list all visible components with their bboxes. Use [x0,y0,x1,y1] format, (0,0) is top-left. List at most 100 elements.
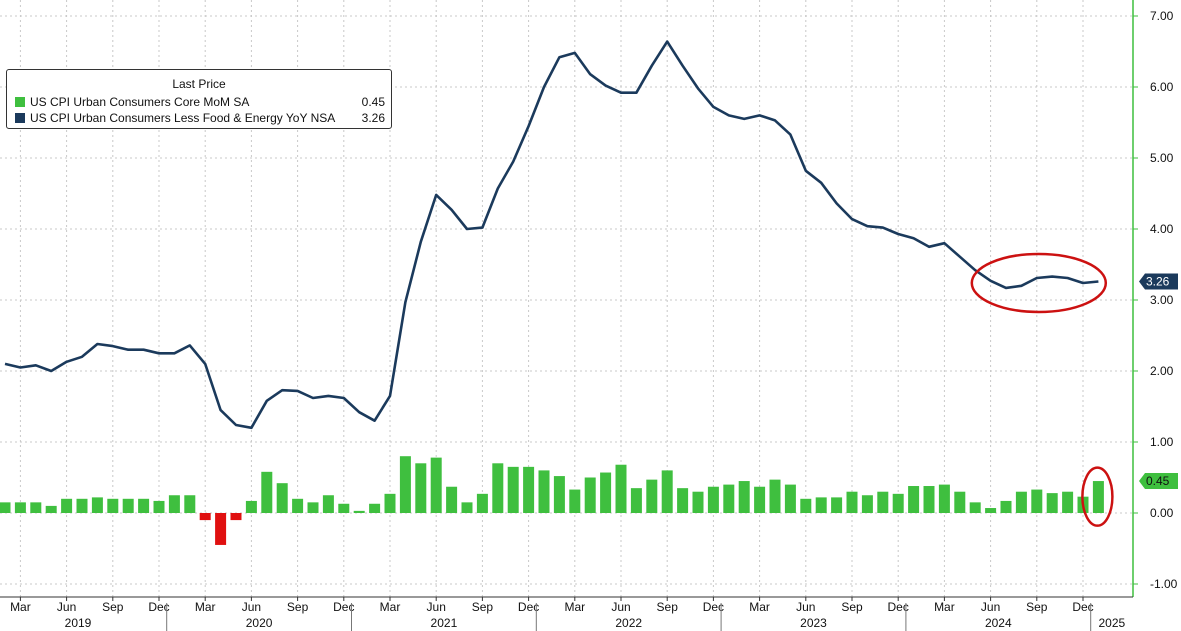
x-tick-label: Sep [657,600,679,614]
bar [399,456,411,513]
bar [307,502,319,513]
x-tick-label: Jun [427,600,446,614]
year-label: 2021 [431,616,458,630]
bar [322,495,334,513]
bar [353,510,365,513]
bar [707,486,719,513]
bar [584,477,596,513]
bar [1031,489,1043,513]
bar [168,495,180,513]
x-tick-label: Mar [10,600,31,614]
x-tick-label: Dec [333,600,354,614]
legend-value: 3.26 [361,111,385,125]
y-axis: 7.00 6.00 5.00 4.00 3.00 2.00 1.00 0.00 -1.00 3.2… [1132,0,1178,597]
bar [831,497,843,513]
bar [199,513,211,521]
bar [569,489,581,513]
x-tick-label: Jun [796,600,815,614]
x-tick-label: Jun [57,600,76,614]
bar [1000,500,1012,513]
bar [369,503,381,513]
bar [877,491,889,513]
bar [800,498,812,513]
bar [846,491,858,513]
bar [861,495,873,513]
bar [600,472,612,513]
bar [754,486,766,513]
bar [1062,491,1074,513]
legend-label: US CPI Urban Consumers Less Food & Energ… [30,111,336,125]
bar [122,498,134,513]
bar [784,484,796,513]
x-tick-label: Dec [148,600,169,614]
bar [661,470,673,513]
x-tick-label: Sep [1026,600,1048,614]
bar [969,502,981,513]
bar [476,493,488,513]
x-tick-label: Jun [242,600,261,614]
x-tick-label: Jun [981,600,1000,614]
bar [30,502,42,513]
bar [61,498,73,513]
bar [1015,491,1027,513]
bar [954,491,966,513]
bar [292,498,304,513]
bar [446,486,458,513]
legend-value: 0.45 [361,95,385,109]
y-tick-label: 4.00 [1150,222,1174,236]
y-tick-label: -1.00 [1150,577,1178,591]
line-series [4,40,1099,430]
x-tick-label: Dec [1072,600,1093,614]
x-tick-label: Dec [518,600,539,614]
bar [215,513,227,545]
y-tick-label: 5.00 [1150,151,1174,165]
legend-swatch-navy [15,113,25,123]
bar [430,457,442,513]
bar [538,470,550,513]
bar [461,502,473,513]
y-tick-label: 6.00 [1150,80,1174,94]
bar [723,484,735,513]
last-value-tag [1139,273,1178,290]
bar [91,497,103,513]
y-tick-label: 0.00 [1150,506,1174,520]
bar-series [0,456,1104,545]
legend-item-core-mom: US CPI Urban Consumers Core MoM SA 0.45 [15,94,385,110]
x-tick-label: Mar [380,600,401,614]
bar [415,463,427,513]
bar [985,508,997,513]
bar [245,500,257,513]
x-tick-label: Dec [703,600,724,614]
annotations [970,252,1114,527]
x-tick-label: Dec [888,600,909,614]
bar [630,488,642,513]
bar [45,505,57,513]
line-series-path [4,40,1099,430]
bar [677,488,689,513]
year-label: 2022 [615,616,642,630]
legend: Last Price US CPI Urban Consumers Core M… [6,69,392,129]
legend-item-core-yoy: US CPI Urban Consumers Less Food & Energ… [15,110,385,126]
x-tick-label: Mar [195,600,216,614]
x-tick-label: Sep [287,600,309,614]
bar [769,479,781,513]
bar [184,495,196,513]
year-label: 2024 [985,616,1012,630]
y-tick-label: 2.00 [1150,364,1174,378]
x-tick-label: Sep [841,600,863,614]
bar [1046,493,1058,513]
last-value-tag [1139,473,1178,490]
bar [815,497,827,513]
bar [107,498,119,513]
legend-swatch-green [15,97,25,107]
legend-title: Last Price [172,77,226,91]
x-tick-label: Mar [749,600,770,614]
legend-label: US CPI Urban Consumers Core MoM SA [30,95,250,109]
bar [615,464,627,513]
bar [76,498,88,513]
x-tick-label: Sep [102,600,124,614]
bar [0,502,11,513]
y-tick-label: 7.00 [1150,9,1174,23]
bar [938,484,950,513]
bar [553,476,565,513]
